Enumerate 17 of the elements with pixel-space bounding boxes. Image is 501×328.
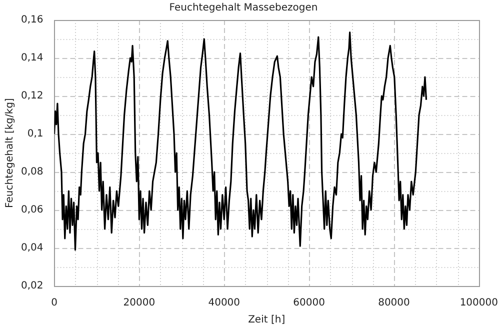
- x-axis-title: Zeit [h]: [248, 314, 286, 326]
- y-tick-label: 0,04: [21, 242, 44, 254]
- y-tick-label: 0,12: [21, 90, 44, 102]
- x-tick-label: 100000: [460, 298, 498, 309]
- y-tick-label: 0,06: [21, 204, 44, 216]
- y-tick-label: 0,1: [27, 128, 44, 140]
- x-tick-label: 60000: [293, 298, 325, 309]
- y-tick-label: 0,08: [21, 166, 44, 178]
- chart-title: Feuchtegehalt Massebezogen: [169, 2, 318, 14]
- y-tick-label: 0,14: [21, 52, 44, 64]
- x-tick-label: 80000: [378, 298, 410, 309]
- x-tick-label: 40000: [208, 298, 240, 309]
- y-tick-label: 0,02: [21, 280, 44, 292]
- y-axis-title: Feuchtegehalt [kg/kg]: [4, 98, 16, 208]
- x-tick-label: 0: [51, 298, 58, 309]
- y-tick-label: 0,16: [21, 14, 44, 26]
- x-tick-label: 20000: [123, 298, 156, 309]
